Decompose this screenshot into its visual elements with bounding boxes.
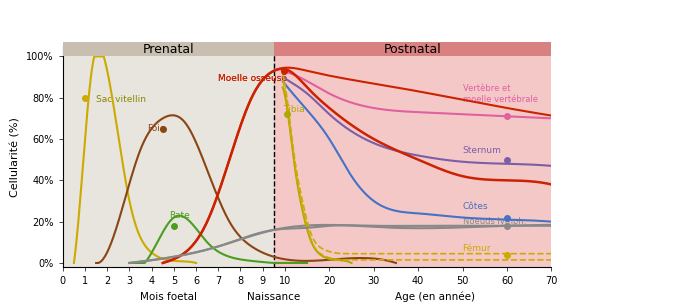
Text: Côtes: Côtes bbox=[463, 202, 488, 211]
Text: Postnatal: Postnatal bbox=[384, 43, 442, 56]
Y-axis label: Cellularité (%): Cellularité (%) bbox=[10, 117, 21, 196]
Text: Tibia: Tibia bbox=[283, 105, 304, 114]
Text: Vertèbre et
moelle vertébrale: Vertèbre et moelle vertébrale bbox=[463, 84, 537, 104]
Text: Moelle osseuse: Moelle osseuse bbox=[218, 74, 288, 83]
FancyBboxPatch shape bbox=[274, 42, 551, 56]
Text: Moelle osseuse: Moelle osseuse bbox=[218, 74, 288, 83]
Text: Age (en année): Age (en année) bbox=[395, 292, 475, 302]
Text: Mois foetal: Mois foetal bbox=[140, 292, 197, 302]
Text: Prenatal: Prenatal bbox=[142, 43, 194, 56]
Bar bbox=[274, 46, 551, 267]
Text: Sternum: Sternum bbox=[463, 146, 501, 155]
Bar bbox=[63, 46, 274, 267]
Text: Sac vitellin: Sac vitellin bbox=[96, 95, 146, 104]
FancyBboxPatch shape bbox=[63, 42, 274, 56]
Text: Fémur: Fémur bbox=[463, 243, 491, 253]
Text: Naissance: Naissance bbox=[247, 292, 300, 302]
Text: Foie: Foie bbox=[147, 124, 165, 133]
Text: Noeuds lymph.: Noeuds lymph. bbox=[463, 217, 526, 226]
Text: Rate: Rate bbox=[170, 211, 190, 220]
